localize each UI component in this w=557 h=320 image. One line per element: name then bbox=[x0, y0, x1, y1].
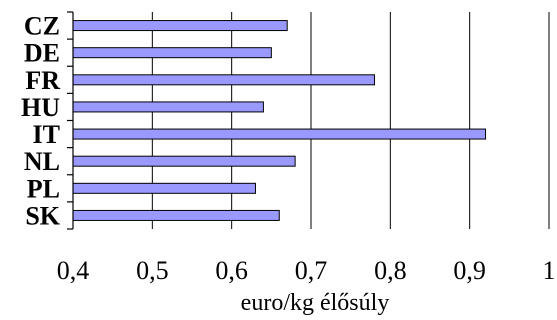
x-tick-label: 0,8 bbox=[374, 256, 407, 285]
bar-it bbox=[72, 128, 487, 140]
x-tick-label: 0,5 bbox=[136, 256, 169, 285]
category-label-pl: PL bbox=[27, 174, 60, 203]
x-tick-label: 0,4 bbox=[57, 256, 90, 285]
bar-nl bbox=[72, 155, 296, 167]
bar-sk bbox=[72, 209, 280, 221]
bar-fr bbox=[72, 74, 375, 86]
category-label-cz: CZ bbox=[24, 12, 60, 41]
y-axis-ticks bbox=[67, 11, 73, 230]
bar-cz bbox=[72, 20, 288, 32]
x-tick-label: 0,6 bbox=[215, 256, 248, 285]
bar-de bbox=[72, 47, 272, 59]
category-label-nl: NL bbox=[24, 147, 60, 176]
bars bbox=[72, 20, 487, 221]
category-label-de: DE bbox=[24, 39, 60, 68]
bar-pl bbox=[72, 182, 256, 194]
x-tick-label: 1 bbox=[543, 256, 556, 285]
category-label-fr: FR bbox=[25, 66, 60, 95]
bar-hu bbox=[72, 101, 264, 113]
category-label-hu: HU bbox=[21, 93, 60, 122]
x-tick-label: 0,9 bbox=[453, 256, 486, 285]
category-label-it: IT bbox=[33, 120, 60, 149]
x-tick-label: 0,7 bbox=[295, 256, 328, 285]
gridlines bbox=[151, 12, 550, 229]
x-tick-labels: 0,4 0,5 0,6 0,7 0,8 0,9 1 bbox=[57, 256, 556, 285]
category-label-sk: SK bbox=[25, 201, 60, 230]
x-axis-title: euro/kg élősúly bbox=[241, 290, 390, 316]
